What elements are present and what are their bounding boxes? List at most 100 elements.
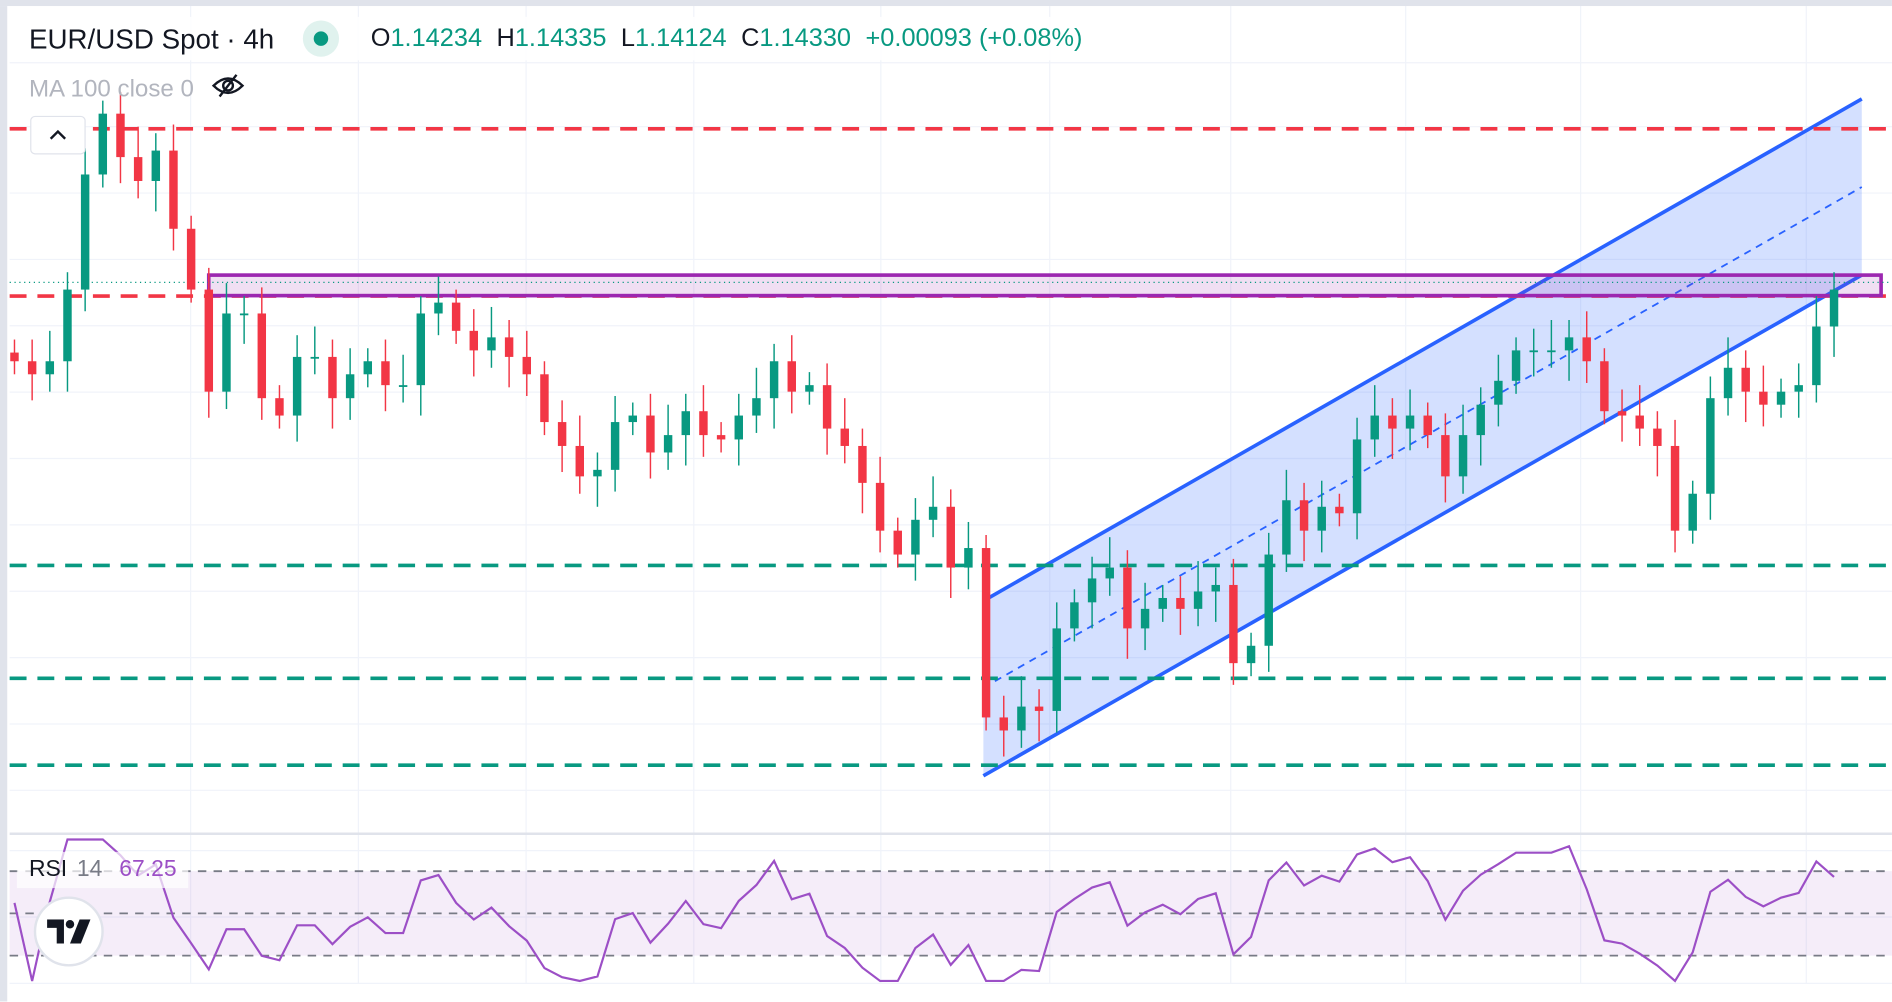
candle-up [1352,439,1362,514]
candle-down [451,302,461,331]
candle-down [204,289,214,392]
candle-up [1052,628,1061,711]
candle-up [681,411,690,436]
candle-up [1476,404,1485,436]
eye-crossed-icon[interactable] [211,72,245,106]
ascending-channel[interactable] [982,97,1863,778]
channel-upper-line[interactable] [982,97,1863,603]
candle-up [628,415,637,423]
rsi-value: 67.25 [119,856,177,883]
candle-down [981,548,991,718]
candle-down [540,374,549,423]
rsi-length: 14 [76,856,103,883]
candle-up [769,361,779,399]
high-value: 1.14335 [514,24,607,52]
candle-up [98,113,108,175]
candle-up [1458,435,1468,477]
resistance-zone-box[interactable] [206,273,1883,298]
close-label: C [741,24,760,52]
candle-up [1211,584,1220,592]
candle-up [1812,326,1821,386]
candle-up [239,313,249,316]
candle-down [875,482,885,531]
candle-down [469,330,479,351]
candle-up [734,415,743,440]
candle-up [1087,578,1097,603]
low-value: 1.14124 [635,24,727,52]
channel-lower-line[interactable] [982,273,1863,778]
candle-down [186,228,196,290]
rsi-legend[interactable]: RSI 14 67.25 [16,851,189,889]
ohlc-low: L1.14124 [621,24,727,53]
candle-up [928,506,938,520]
candle-down [275,398,284,416]
candle-down [522,356,532,375]
candle-down [557,422,567,446]
candle-down [1423,415,1432,436]
symbol-title[interactable]: EUR/USD Spot · 4h [28,22,275,54]
candle-down [575,445,585,477]
candle-up [805,385,814,392]
candle-down [257,313,267,399]
candle-up [434,302,443,314]
candle-up [1264,554,1273,646]
ohlc-close: C1.14330 [741,24,851,53]
tradingview-logo[interactable] [33,896,104,967]
open-value: 1.14234 [390,24,483,52]
candle-down [999,717,1008,731]
candle-down [946,506,955,568]
candle-up [1547,350,1556,353]
candle-down [1635,415,1644,429]
candle-up [1794,385,1803,392]
candle-up [292,356,302,416]
candle-up [1282,500,1291,555]
candle-up [1529,350,1538,353]
candle-down [1582,337,1591,362]
candle-down [381,361,390,386]
candle-down [1388,415,1397,429]
channel-mid-line [982,186,1863,689]
candle-down [840,428,849,446]
ohlc-open: O1.14234 [371,24,482,53]
candle-up [1405,415,1415,429]
candle-up [663,435,673,453]
candle-down [1123,567,1132,629]
candle-down [1600,361,1609,412]
ma-label: MA 100 close 0 [28,75,194,102]
candle-up [1140,608,1150,629]
horizontal-levels [9,127,1892,768]
candle-down [27,361,37,375]
candle-down [328,356,337,399]
candle-up [1317,506,1326,531]
candle-down [822,385,832,429]
left-border [0,6,8,1002]
top-border [0,0,1892,7]
candle-up [1193,591,1203,609]
symbol-legend[interactable]: EUR/USD Spot · 4h O1.14234 H1.14335 L1.1… [16,16,1110,61]
price-change: +0.00093 (+0.08%) [865,24,1083,52]
candle-down [116,113,125,158]
candle-down [504,337,514,357]
candle-up [911,519,920,555]
candle-up [1494,380,1503,405]
candle-down [716,435,726,440]
candle-down [787,361,796,392]
chevron-up-icon [49,129,67,140]
candle-up [1564,337,1574,351]
candle-up [1688,493,1697,531]
candle-up [222,313,231,392]
rsi-line [13,838,1835,983]
candles [10,91,1839,757]
ma-indicator-legend[interactable]: MA 100 close 0 [29,72,245,106]
candle-up [964,548,973,568]
collapse-legend-button[interactable] [30,115,86,155]
candle-up [1017,706,1026,731]
candle-down [1335,506,1344,514]
candle-up [1105,567,1114,579]
candle-up [45,361,55,375]
tradingview-logo-icon [47,919,91,944]
candle-down [1653,428,1662,446]
market-open-dot-icon [303,20,340,57]
